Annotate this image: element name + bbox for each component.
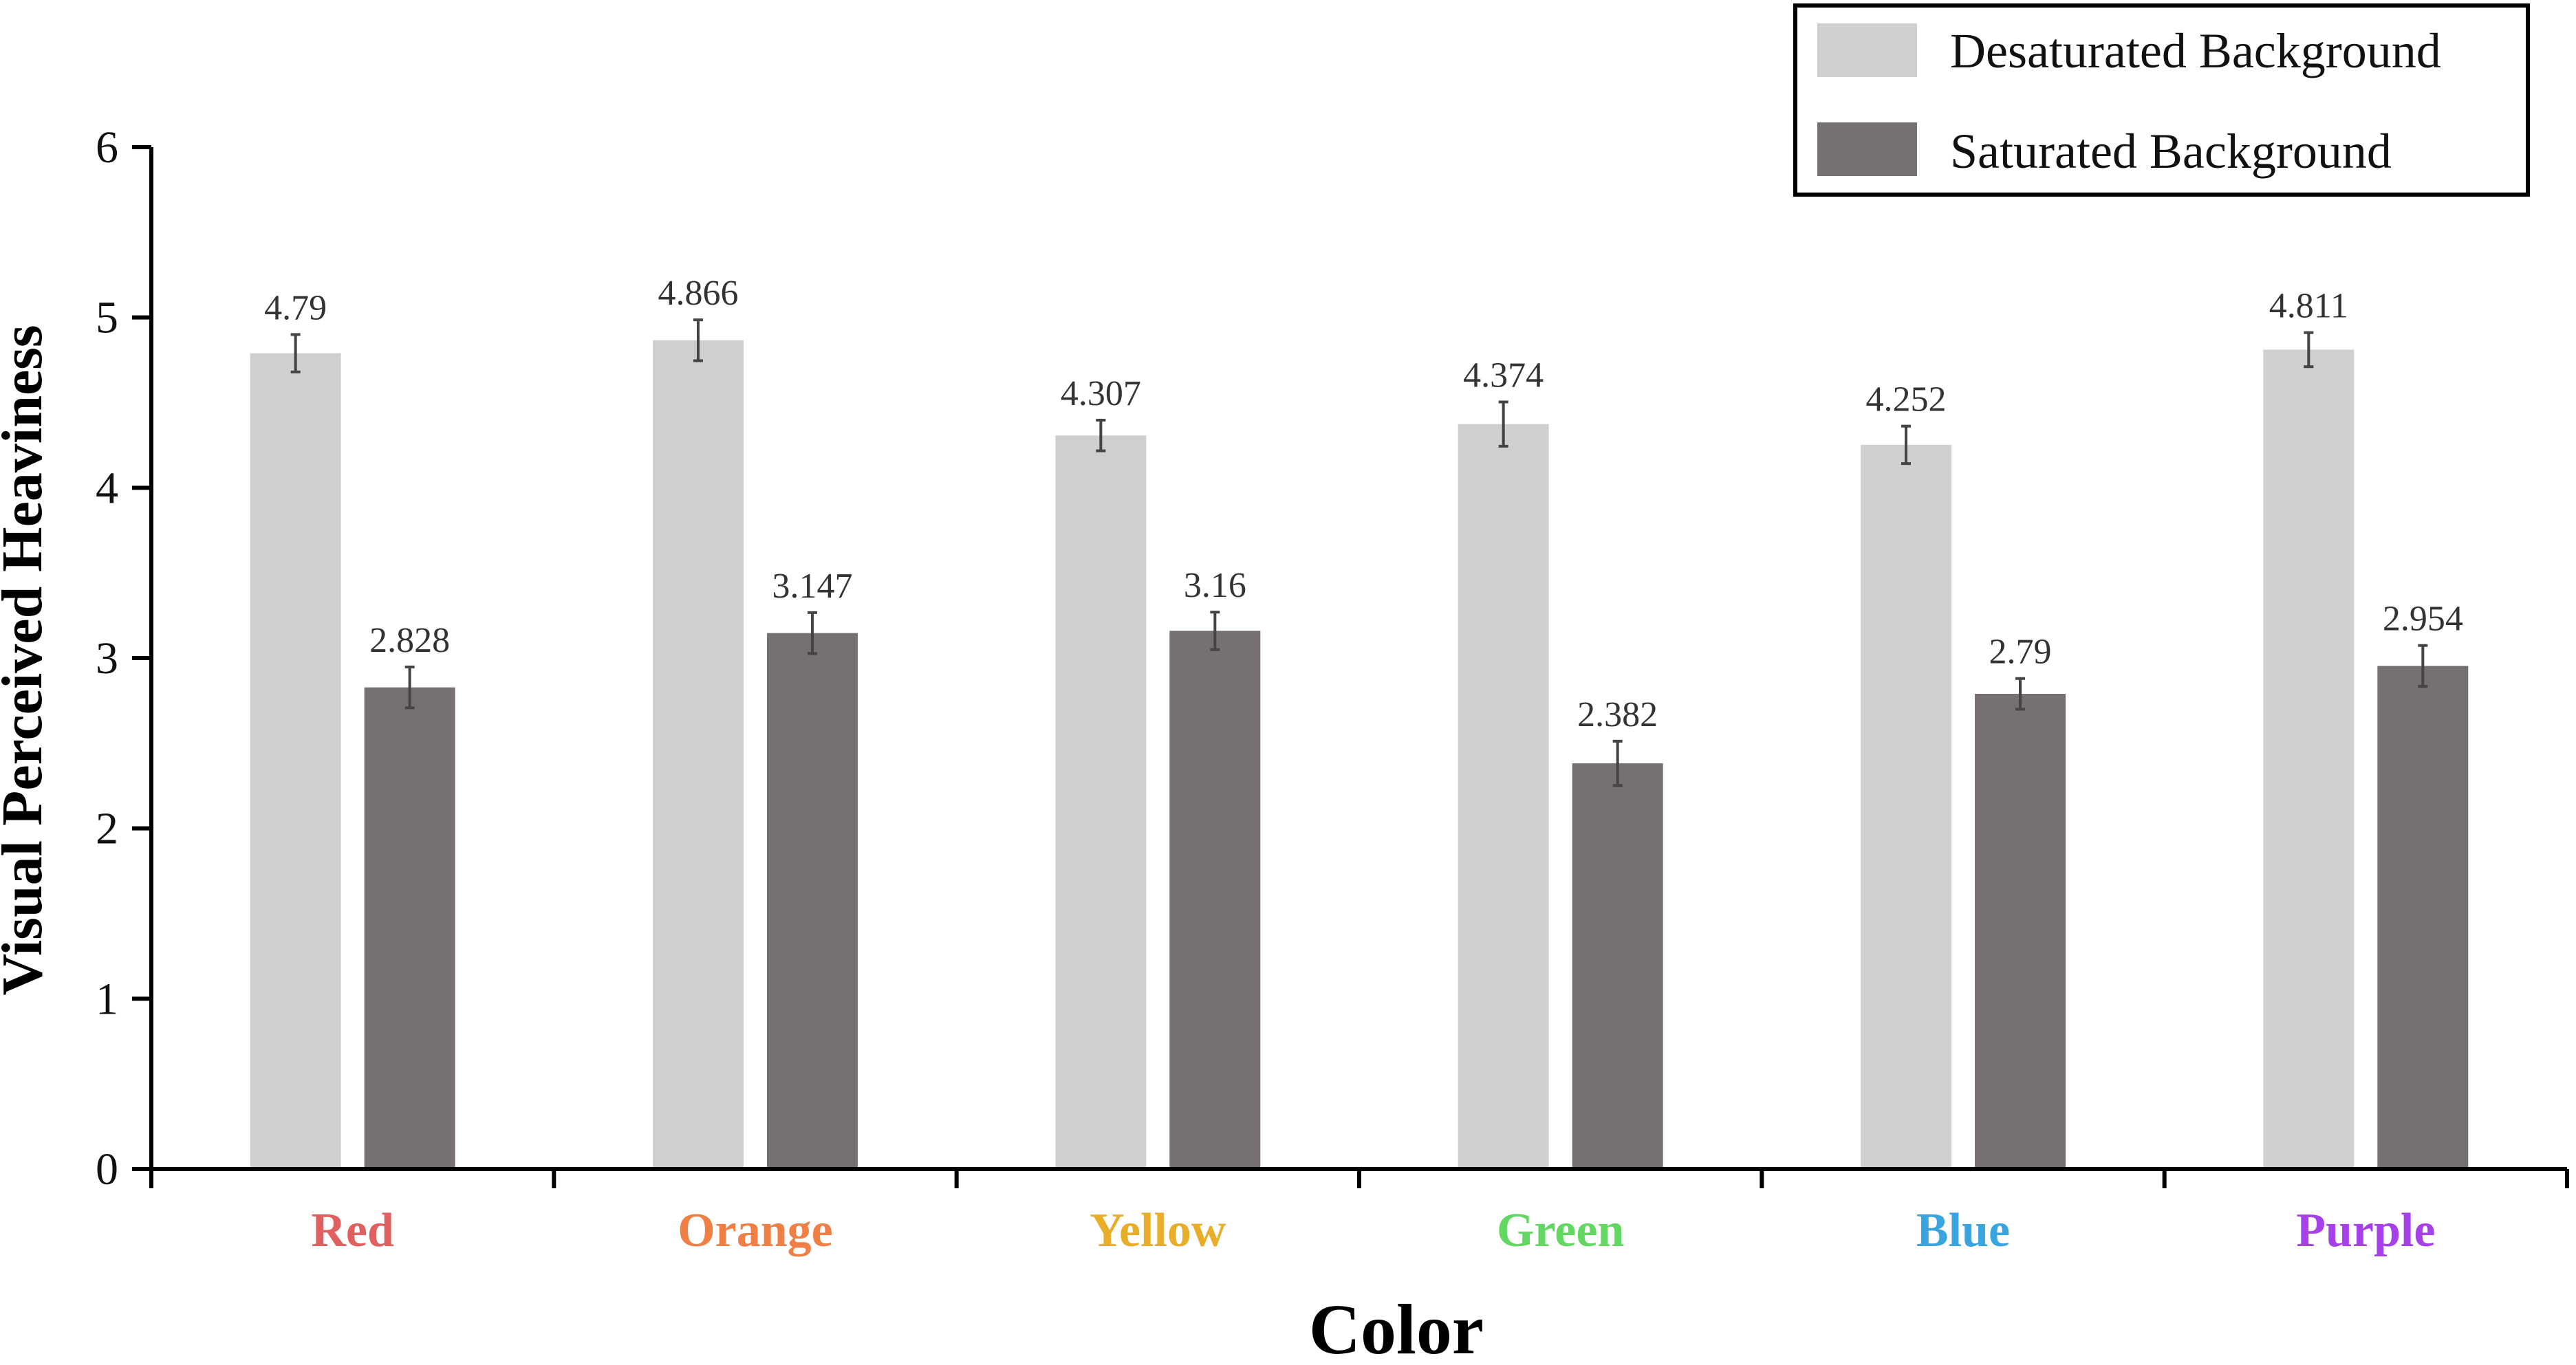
x-tick-label-red: Red (311, 1204, 394, 1257)
error-bar-orange-saturated (808, 611, 817, 655)
y-tick-label-4: 4 (96, 463, 118, 513)
data-label-orange-saturated: 3.147 (772, 567, 853, 606)
bar-purple-saturated (2377, 666, 2469, 1169)
error-bar-red-saturated (404, 665, 415, 710)
bar-green-saturated (1572, 763, 1663, 1169)
bar-orange-saturated (767, 633, 858, 1169)
data-label-blue-saturated: 2.79 (1989, 633, 2052, 672)
error-bar-green-desaturated (1498, 400, 1508, 448)
x-tick-label-green: Green (1497, 1204, 1624, 1257)
error-bar-green-saturated (1612, 739, 1623, 787)
y-tick-label-3: 3 (96, 633, 118, 684)
axes-layer: Red Orange Yellow Green Blue Purple 0 1 2 3 4 5 6 (96, 122, 2569, 1257)
y-tick-label-2: 2 (96, 804, 118, 854)
bar-yellow-saturated (1169, 631, 1261, 1169)
bar-blue-desaturated (1861, 444, 1951, 1169)
error-bar-blue-desaturated (1901, 424, 1911, 466)
data-label-purple-desaturated: 4.811 (2269, 287, 2348, 326)
legend-swatch-saturated (1817, 122, 1917, 176)
error-bar-yellow-desaturated (1096, 419, 1106, 452)
y-axis-title: Visual Perceived Heaviness (0, 325, 54, 995)
bar-purple-desaturated (2263, 349, 2355, 1169)
bar-red-desaturated (250, 353, 341, 1169)
x-axis-title: Color (1309, 1290, 1484, 1365)
error-bar-purple-saturated (2418, 644, 2428, 688)
data-label-orange-desaturated: 4.866 (658, 274, 739, 313)
bar-green-desaturated (1458, 424, 1549, 1169)
x-tick-label-blue: Blue (1916, 1204, 2010, 1257)
legend-swatch-desaturated (1817, 23, 1917, 77)
y-tick-label-6: 6 (96, 122, 118, 173)
error-bar-red-desaturated (290, 333, 301, 373)
y-tick-label-0: 0 (96, 1144, 118, 1194)
error-bar-blue-saturated (2015, 677, 2025, 711)
y-tick-label-1: 1 (96, 974, 118, 1024)
data-label-red-desaturated: 4.79 (264, 288, 327, 327)
y-tick-label-5: 5 (96, 293, 118, 343)
data-label-purple-saturated: 2.954 (2383, 600, 2463, 639)
x-tick-label-orange: Orange (678, 1204, 833, 1257)
legend: Desaturated Background Saturated Backgro… (1793, 3, 2530, 197)
data-label-blue-desaturated: 4.252 (1866, 380, 1947, 419)
x-tick-label-purple: Purple (2296, 1204, 2435, 1257)
bar-red-saturated (364, 687, 455, 1169)
legend-frame (1793, 3, 2530, 197)
bars-layer (250, 340, 2469, 1169)
x-tick-label-yellow: Yellow (1090, 1204, 1226, 1257)
data-labels-layer: 4.79 2.828 4.866 3.147 4.307 3.16 4.374 2.382 4.… (264, 274, 2463, 734)
data-label-green-desaturated: 4.374 (1463, 356, 1544, 395)
legend-label-desaturated: Desaturated Background (1950, 23, 2441, 78)
error-bar-yellow-saturated (1210, 611, 1220, 651)
error-bars-layer (290, 318, 2428, 787)
bar-orange-desaturated (653, 340, 744, 1169)
legend-label-saturated: Saturated Background (1950, 124, 2392, 179)
error-bar-purple-desaturated (2304, 331, 2314, 369)
data-label-green-saturated: 2.382 (1577, 695, 1658, 734)
data-label-yellow-saturated: 3.16 (1184, 566, 1246, 605)
bar-yellow-desaturated (1055, 435, 1147, 1169)
error-bar-orange-desaturated (693, 318, 703, 362)
data-label-red-saturated: 2.828 (369, 621, 450, 660)
bar-blue-saturated (1975, 694, 2066, 1169)
data-label-yellow-desaturated: 4.307 (1061, 374, 1141, 413)
